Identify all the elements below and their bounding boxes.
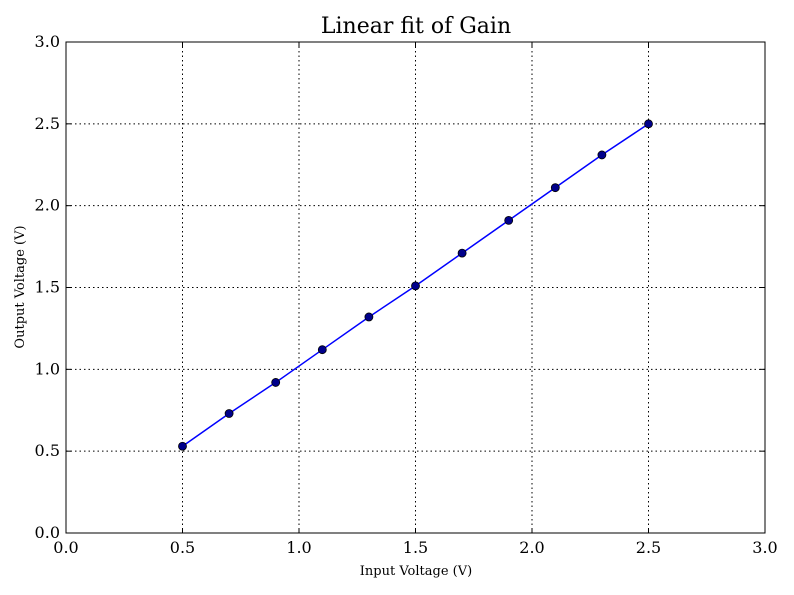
data-point: [597, 150, 607, 160]
data-point: [644, 119, 653, 129]
data-point: [317, 345, 327, 355]
x-tick-label: 2.0: [519, 538, 544, 557]
x-tick-label: 3.0: [752, 538, 777, 557]
chart-title: Linear fit of Gain: [321, 14, 511, 39]
y-tick-label: 3.0: [35, 32, 60, 51]
plot-area: 0.0 0.5 1.0 1.5 2.0 2.5 3.0 0.0 0.5 1.0 1.5 2.0 2.5 3…: [35, 32, 778, 557]
x-tick-label: 0.5: [170, 538, 195, 557]
data-point: [178, 441, 187, 451]
data-point: [550, 183, 560, 193]
data-point: [271, 378, 281, 387]
x-axis-label: Input Voltage (V): [360, 564, 472, 579]
data-point: [224, 409, 234, 418]
y-tick-label: 1.5: [35, 278, 60, 297]
x-tick-label: 0.0: [53, 538, 78, 557]
data-point: [364, 312, 374, 322]
y-tick-label: 2.0: [35, 196, 60, 215]
x-tick-label: 2.5: [636, 538, 661, 557]
data-point: [504, 215, 514, 225]
y-tick-label: 0.0: [35, 523, 60, 542]
y-tick-label: 2.5: [35, 114, 60, 133]
y-axis-label: Output Voltage (V): [13, 225, 28, 348]
x-tick-label: 1.5: [403, 538, 428, 557]
x-tick-label: 1.0: [286, 538, 311, 557]
data-point: [457, 248, 467, 258]
y-tick-label: 1.0: [35, 359, 60, 378]
y-tick-label: 0.5: [35, 441, 60, 460]
data-point: [411, 281, 420, 291]
